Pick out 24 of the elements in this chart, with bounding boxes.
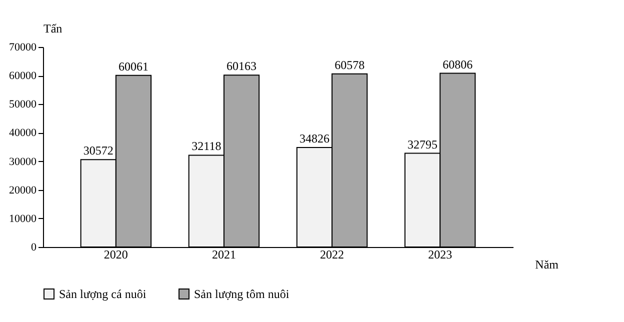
y-tick-label: 30000 xyxy=(9,156,37,168)
x-tick-label: 2021 xyxy=(212,248,236,262)
data-label: 32795 xyxy=(408,137,438,152)
x-tick-label: 2020 xyxy=(104,248,128,262)
data-label: 32118 xyxy=(192,139,222,154)
x-tick-label: 2023 xyxy=(428,248,452,262)
y-tick-label: 70000 xyxy=(9,42,37,54)
data-label: 60061 xyxy=(118,59,148,74)
y-tick-label: 40000 xyxy=(9,127,37,140)
y-tick-label: 20000 xyxy=(9,184,37,196)
data-label: 60163 xyxy=(226,59,257,74)
data-label: 34826 xyxy=(299,131,330,146)
data-label: 30572 xyxy=(83,144,114,158)
legend-label: Sản lượng cá nuôi xyxy=(59,287,147,301)
x-axis-title: Năm xyxy=(535,258,560,272)
legend-label: Sản lượng tôm nuôi xyxy=(194,287,290,301)
y-axis-title: Tấn xyxy=(44,22,62,36)
y-tick-label: 50000 xyxy=(9,98,37,111)
data-label: 60806 xyxy=(442,57,473,72)
x-tick-label: 2022 xyxy=(320,248,344,262)
y-tick-label: 10000 xyxy=(9,212,37,225)
y-tick-label: 0 xyxy=(31,242,37,254)
y-tick-label: 60000 xyxy=(9,70,37,82)
data-label: 60578 xyxy=(334,58,365,72)
